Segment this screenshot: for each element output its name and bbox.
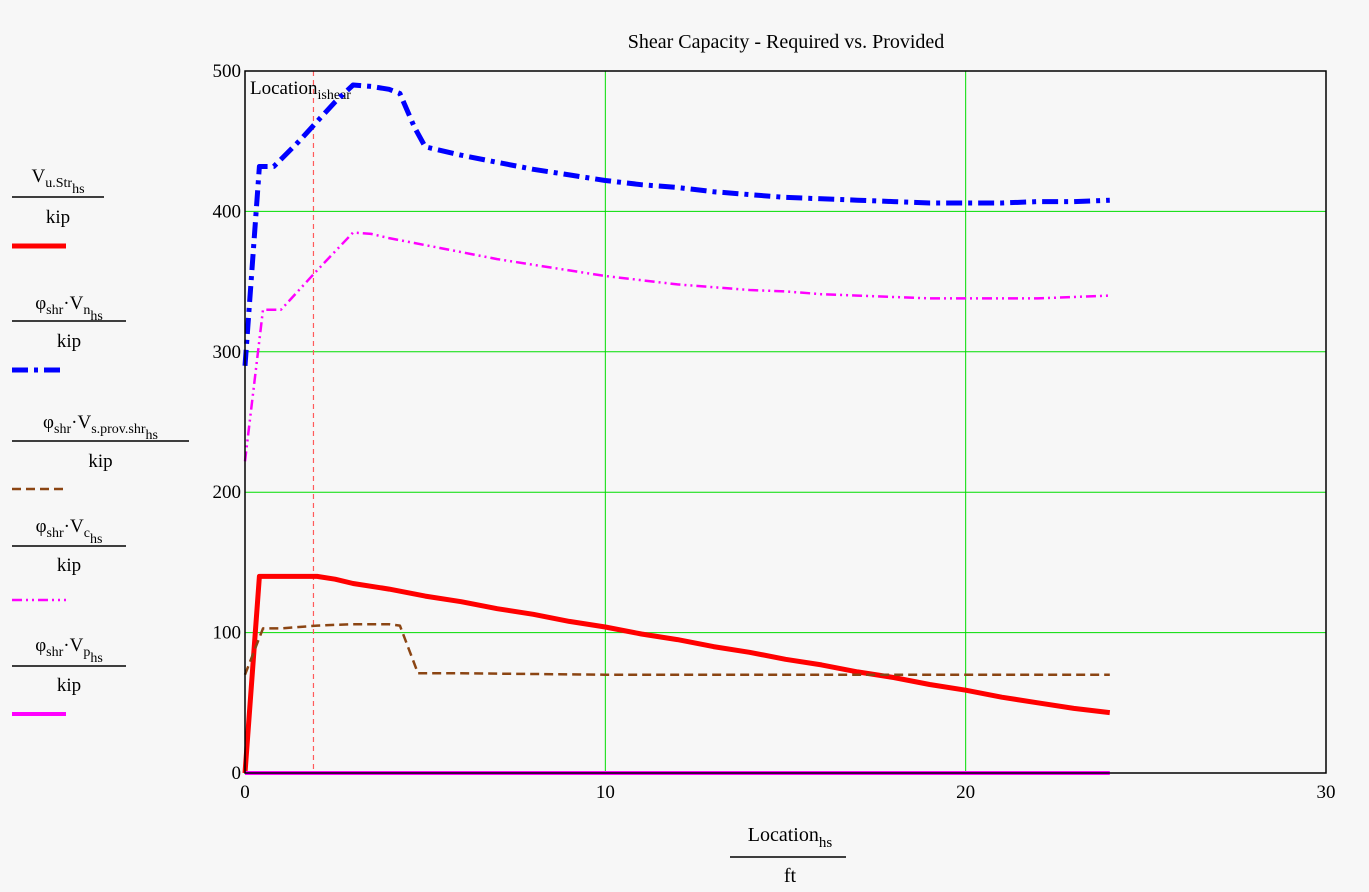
x-tick-label: 20 xyxy=(956,782,975,803)
x-tick-label: 30 xyxy=(1317,782,1336,803)
y-tick-label: 100 xyxy=(213,623,242,644)
x-axis-label: Locationhs ft xyxy=(730,824,846,887)
legend-entry-vn: φshr·Vnhs kip xyxy=(12,293,126,373)
grid-layer xyxy=(245,71,1326,773)
legend-label: φshr·Vs.prov.shrhs xyxy=(43,412,158,443)
series-line-vs xyxy=(243,622,1110,676)
legend-label: φshr·Vnhs xyxy=(35,293,103,324)
series-layer xyxy=(242,82,1111,775)
chart-title: Shear Capacity - Required vs. Provided xyxy=(628,31,945,53)
legend-unit: kip xyxy=(57,331,81,352)
y-tick-label: 200 xyxy=(213,482,242,503)
marker-layer: Locationishear xyxy=(250,71,351,773)
legend-unit: kip xyxy=(88,451,112,472)
legend-entry-vc: φshr·Vchs kip xyxy=(12,516,126,602)
x-tick-label: 10 xyxy=(596,782,615,803)
legend: Vu.Strhskipφshr·Vnhskipφshr·Vs.prov.shrh… xyxy=(12,166,189,716)
y-tick-label: 0 xyxy=(232,763,242,784)
legend-label: Vu.Strhs xyxy=(31,166,84,197)
y-tick-label: 400 xyxy=(213,201,242,222)
legend-unit: kip xyxy=(57,675,81,696)
series-line-vu xyxy=(242,573,1111,774)
legend-entry-vu: Vu.Strhs kip xyxy=(12,166,104,249)
legend-label: φshr·Vchs xyxy=(36,516,103,547)
marker-label: Locationishear xyxy=(250,78,351,103)
legend-entry-vs: φshr·Vs.prov.shrhs kip xyxy=(12,412,189,491)
legend-unit: kip xyxy=(46,207,70,228)
legend-unit: kip xyxy=(57,555,81,576)
y-tick-label: 300 xyxy=(213,342,242,363)
plot-frame xyxy=(244,70,1327,774)
series-line-vn xyxy=(242,82,1110,366)
legend-label: φshr·Vphs xyxy=(35,635,103,666)
x-label-numerator: Locationhs xyxy=(748,824,833,851)
legend-entry-vp: φshr·Vphs kip xyxy=(12,635,126,716)
x-label-unit: ft xyxy=(784,865,797,887)
series-line-vc xyxy=(243,231,1110,462)
x-tick-label: 0 xyxy=(240,782,250,803)
y-tick-label: 500 xyxy=(213,61,242,82)
